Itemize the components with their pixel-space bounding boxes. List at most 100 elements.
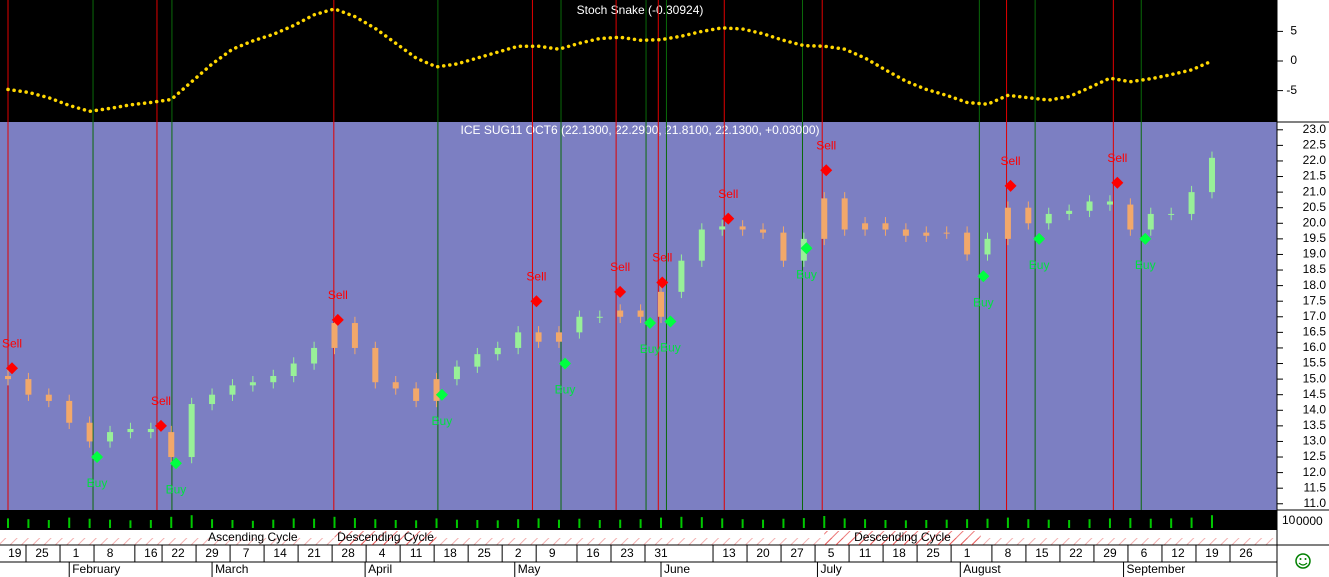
volume-bar xyxy=(272,519,275,528)
y-tick-label: 23.0 xyxy=(1303,122,1327,136)
volume-bar xyxy=(986,518,989,528)
x-tick-label: 15 xyxy=(1035,546,1049,560)
x-tick-label: 11 xyxy=(859,546,872,560)
y-tick-label: 14.0 xyxy=(1303,402,1327,416)
signal-label: Buy xyxy=(555,383,576,397)
signal-label: Sell xyxy=(610,260,630,274)
candle-body xyxy=(596,316,603,318)
candle-body xyxy=(964,232,971,255)
x-tick-label: 29 xyxy=(1103,546,1117,560)
candle-body xyxy=(290,363,297,376)
x-tick-label: 20 xyxy=(756,546,770,560)
y-tick-label: 18.0 xyxy=(1303,278,1327,292)
x-tick-label: 19 xyxy=(8,546,22,560)
signal-label: Sell xyxy=(1107,151,1127,165)
candle-body xyxy=(453,366,460,380)
candle-body xyxy=(555,332,562,342)
indicator-panel xyxy=(0,0,1277,122)
candle-body xyxy=(1127,204,1134,230)
x-tick-label: 25 xyxy=(477,546,491,560)
x-tick-label: 1 xyxy=(964,546,971,560)
candle-body xyxy=(229,385,236,395)
signal-marker xyxy=(664,315,677,328)
volume-bar xyxy=(313,518,316,528)
signal-marker xyxy=(1111,176,1124,189)
candle-body xyxy=(107,432,114,442)
x-tick-label: 18 xyxy=(443,546,457,560)
volume-bar xyxy=(292,518,295,528)
cycle-label: Ascending Cycle xyxy=(208,530,298,544)
volume-bar xyxy=(966,519,969,528)
signal-marker xyxy=(1033,232,1046,245)
volume-bar xyxy=(598,520,601,528)
candle-body xyxy=(1025,207,1032,224)
signal-marker xyxy=(1004,179,1017,192)
signal-marker xyxy=(6,362,18,375)
x-tick-label: 6 xyxy=(1141,546,1148,560)
candle-body xyxy=(413,388,420,401)
candle-body xyxy=(515,332,522,348)
y-tick-label: 20.0 xyxy=(1303,215,1327,229)
indicator-tick-label: 5 xyxy=(1290,24,1297,38)
volume-bar xyxy=(680,516,683,528)
y-tick-label: 12.5 xyxy=(1303,449,1327,463)
volume-bar xyxy=(68,517,71,528)
y-tick-label: 21.0 xyxy=(1303,184,1327,198)
x-tick-label: 26 xyxy=(1239,546,1253,560)
candle-body xyxy=(45,394,52,401)
candle-body xyxy=(1086,201,1093,211)
y-tick-label: 14.5 xyxy=(1303,387,1327,401)
candle-body xyxy=(331,323,338,348)
candle-body xyxy=(25,379,32,395)
volume-bar xyxy=(333,516,336,528)
month-label: May xyxy=(518,562,541,576)
volume-bar xyxy=(660,517,663,528)
signal-label: Sell xyxy=(526,269,546,283)
signal-label: Sell xyxy=(652,251,672,265)
cycle-strip xyxy=(0,538,1277,545)
x-tick-label: 8 xyxy=(1005,546,1012,560)
volume-bar xyxy=(1190,517,1193,528)
cycle-hatch xyxy=(334,531,437,545)
x-tick-label: 12 xyxy=(1171,546,1185,560)
candle-body xyxy=(1188,192,1195,214)
month-label: March xyxy=(215,562,248,576)
candle-body xyxy=(943,232,950,234)
signal-label: Buy xyxy=(660,341,681,355)
volume-bar xyxy=(1108,518,1111,528)
signal-marker xyxy=(614,285,627,298)
signal-marker xyxy=(820,164,833,177)
volume-bar xyxy=(762,519,765,528)
volume-bar xyxy=(1149,518,1152,528)
month-label: April xyxy=(368,562,392,576)
status-icon xyxy=(1295,553,1311,569)
y-tick-label: 19.0 xyxy=(1303,247,1327,261)
volume-bar xyxy=(700,517,703,528)
volume-bar xyxy=(782,518,785,528)
volume-bar xyxy=(557,519,560,528)
volume-bar xyxy=(88,518,91,528)
candle-body xyxy=(270,375,277,383)
volume-label: 0000 xyxy=(1296,514,1323,528)
candle-body xyxy=(147,428,154,433)
y-tick-label: 16.5 xyxy=(1303,325,1327,339)
signal-marker xyxy=(644,317,657,330)
candle-body xyxy=(5,375,11,380)
volume-bar xyxy=(537,518,540,528)
candle-body xyxy=(576,316,583,333)
volume-panel xyxy=(0,510,1277,530)
volume-bar xyxy=(476,520,479,528)
volume-bar xyxy=(1027,519,1030,528)
volume-bar xyxy=(1047,519,1050,528)
x-tick-label: 18 xyxy=(892,546,906,560)
signal-marker xyxy=(1139,232,1152,245)
candle-body xyxy=(127,428,134,433)
x-tick-label: 29 xyxy=(205,546,219,560)
volume-bar xyxy=(374,519,377,528)
candle-body xyxy=(780,232,787,261)
signal-label: Buy xyxy=(1029,258,1050,272)
candle-body xyxy=(209,394,216,405)
signal-marker xyxy=(331,313,344,326)
candle-body xyxy=(698,229,705,261)
